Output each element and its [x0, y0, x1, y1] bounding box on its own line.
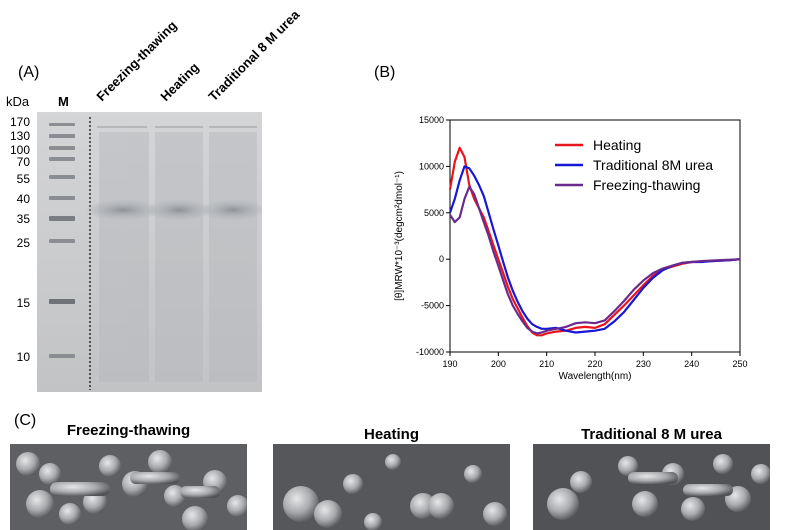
sem-image-urea — [533, 444, 770, 530]
y-axis-label: [θ]MRW*10⁻³(degcm²dmol⁻¹) — [394, 171, 405, 301]
x-tick-label: 200 — [491, 359, 506, 369]
marker-label-55: 55 — [16, 172, 30, 186]
sem-title-urea: Traditional 8 M urea — [581, 426, 722, 443]
marker-label-10: 10 — [16, 350, 30, 364]
x-tick-label: 220 — [587, 359, 602, 369]
sem-title-heating: Heating — [363, 426, 419, 443]
panel-b-label: (B) — [374, 64, 396, 81]
x-tick-label: 210 — [539, 359, 554, 369]
x-tick-label: 190 — [442, 359, 457, 369]
marker-label-25: 25 — [16, 236, 30, 250]
y-tick-label: 0 — [439, 254, 444, 264]
sem-image-freezing-thawing — [10, 444, 247, 530]
panel-a-label: (A) — [18, 64, 40, 81]
legend-label: Freezing-thawing — [593, 177, 700, 193]
gel-bands — [37, 112, 262, 392]
marker-label-130: 130 — [9, 129, 30, 143]
sem-title-freezing-thawing: Freezing-thawing — [66, 422, 191, 439]
x-tick-label: 240 — [684, 359, 699, 369]
x-axis-label: Wavelength(nm) — [559, 371, 632, 382]
cd-spectrum-chart: 190 200 210 220 230 240 250 15000 10000 5000 0 -500… — [394, 115, 748, 382]
y-tick-label: -5000 — [421, 301, 444, 311]
legend-label: Traditional 8M urea — [593, 157, 713, 173]
marker-label-35: 35 — [16, 212, 30, 226]
series-line-freezing-thawing — [449, 185, 741, 335]
x-tick-label: 230 — [636, 359, 651, 369]
y-tick-label: 5000 — [424, 208, 444, 218]
marker-label-40: 40 — [16, 192, 30, 206]
chart-legend: Heating Traditional 8M urea Freezing-thawi… — [555, 137, 713, 193]
panel-c-label: (C) — [14, 412, 37, 429]
y-tick-label: 10000 — [419, 161, 444, 171]
y-tick-label: -10000 — [416, 347, 444, 357]
gel-lane-label-heating: Heating — [157, 59, 202, 104]
sem-image-heating — [273, 444, 510, 530]
plot-frame — [449, 119, 741, 353]
chart-axes: 190 200 210 220 230 240 250 15000 10000 5000 0 -500… — [394, 115, 748, 382]
marker-label-100: 100 — [9, 143, 30, 157]
chart-lines — [448, 146, 741, 337]
sds-page-gel-image — [37, 112, 262, 392]
series-line-heating — [448, 146, 741, 337]
gel-lane-label-urea: Traditional 8 M urea — [205, 7, 303, 104]
marker-lane-label: M — [58, 94, 69, 109]
marker-label-15: 15 — [16, 296, 30, 310]
marker-label-70: 70 — [16, 155, 30, 169]
x-tick-label: 250 — [732, 359, 747, 369]
y-tick-label: 15000 — [419, 115, 444, 125]
kda-unit-label: kDa — [6, 94, 30, 109]
marker-label-170: 170 — [9, 115, 30, 129]
legend-label: Heating — [593, 137, 641, 153]
